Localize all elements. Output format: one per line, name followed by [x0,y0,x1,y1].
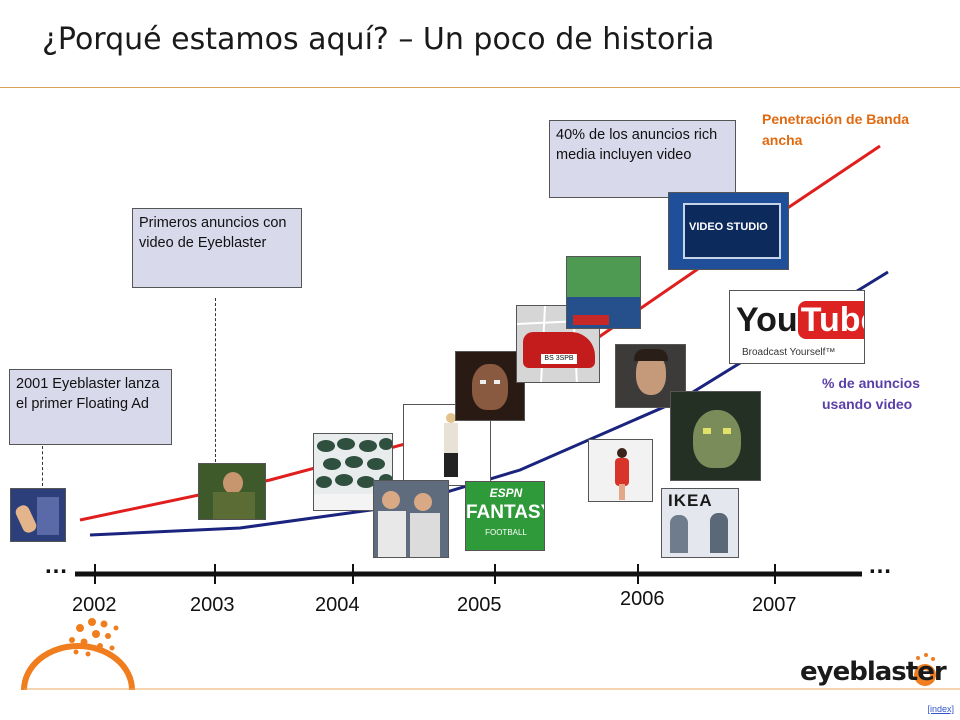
index-link[interactable]: [index] [927,704,954,714]
sunburst-arc [21,643,135,691]
eyeblaster-logo: eyeblaster [800,657,947,687]
callout-2001-connector [42,446,43,486]
ellipsis-left: … [44,552,69,579]
horror-face-thumbnail [455,351,525,421]
floating-ad-thumbnail [10,488,66,542]
video-studio-thumbnail: VIDEO STUDIO [668,192,789,270]
year-label-2007: 2007 [752,594,797,616]
fantasy-text: FANTASY [466,502,545,523]
youtube-tagline: Broadcast Yourself™ [742,347,836,358]
eyeblaster-o-icon [914,653,936,686]
youtube-tube: Tube [797,301,864,339]
title-divider [0,87,960,88]
year-label-2005: 2005 [457,594,502,616]
callout-2003-connector [215,298,216,462]
espn-fantasy-thumbnail: ESPN FANTASY FOOTBALL [465,481,545,551]
callout-2006: 40% de los anuncios rich media incluyen … [549,120,736,198]
soccer-ad-thumbnail [566,256,641,329]
year-label-2002: 2002 [72,594,117,616]
ellipsis-right: … [868,552,893,579]
legend-video-ads: % de anuncios usando video [822,375,921,412]
band-photo-thumbnail [373,480,449,558]
license-plate: BS 3SPB [541,354,577,364]
youtube-you: You [736,301,798,339]
soldier-video-thumbnail [198,463,266,520]
espn-logo-text: ESPN [489,486,523,500]
video-ads-line [89,270,889,537]
alien-game-thumbnail [670,391,761,481]
callout-2001: 2001 Eyeblaster lanza el primer Floating… [9,369,172,445]
year-label-2004: 2004 [315,594,360,616]
year-label-2006: 2006 [620,588,665,610]
dancer-thumbnail [588,439,653,502]
ikea-ad-thumbnail: IKEA [661,488,739,558]
football-text: FOOTBALL [485,528,527,537]
slide-title: ¿Porqué estamos aquí? – Un poco de histo… [42,22,715,57]
ikea-logo-text: IKEA [668,491,713,510]
video-studio-label: VIDEO STUDIO [689,221,768,233]
sunburst-graphic [69,618,119,657]
callout-2003: Primeros anuncios con video de Eyeblaste… [132,208,302,288]
legend-broadband: Penetración de Banda ancha [762,111,910,148]
youtube-logo-thumbnail: YouTube Broadcast Yourself™ [729,290,865,364]
year-label-2003: 2003 [190,594,235,616]
